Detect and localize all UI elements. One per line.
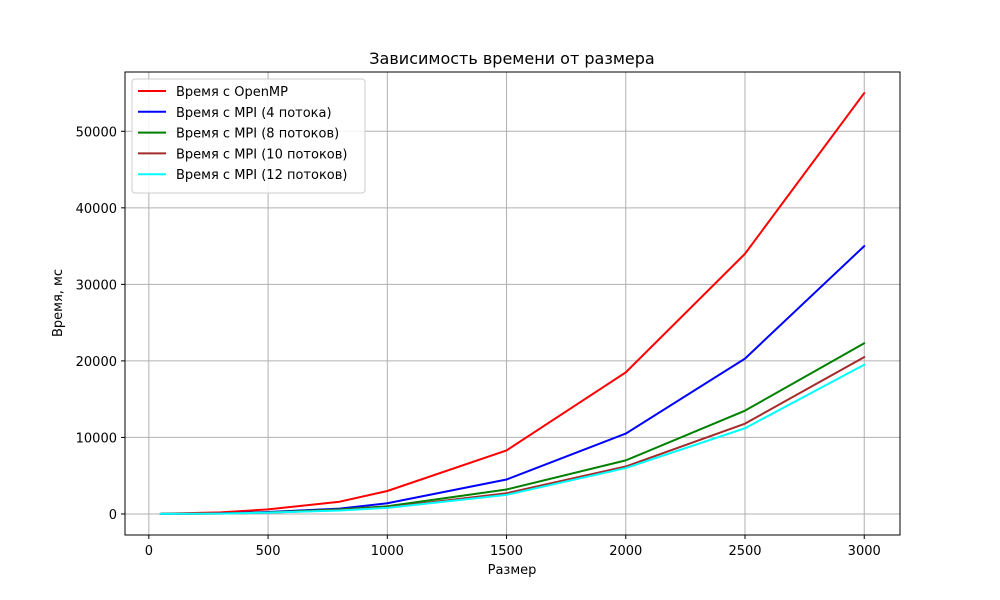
x-tick-label: 3000 — [848, 544, 881, 559]
legend-box — [131, 78, 366, 194]
legend-label: Время с MPI (12 потоков) — [176, 168, 348, 183]
y-tick-label: 20000 — [76, 355, 117, 370]
x-tick-label: 2500 — [728, 544, 761, 559]
legend-label: Время с OpenMP — [176, 85, 288, 100]
y-tick-label: 10000 — [76, 431, 117, 446]
x-axis-label: Размер — [488, 563, 537, 578]
series-line-1 — [159, 92, 866, 515]
x-tick-label: 500 — [256, 544, 281, 559]
legend-label: Время с MPI (8 потоков) — [176, 127, 339, 142]
series-line-5 — [159, 363, 866, 515]
legend-label: Время с MPI (4 потока) — [176, 106, 332, 121]
y-tick-label: 30000 — [76, 278, 117, 293]
x-tick-label: 0 — [145, 544, 153, 559]
chart-title: Зависимость времени от размера — [369, 49, 654, 68]
y-axis-label: Время, мс — [51, 269, 66, 337]
legend: Время с OpenMP Время с MPI (4 потока) Врем… — [131, 78, 366, 194]
axis-ticks: 0 500 1000 1500 2000 2500 30000100002000030000… — [76, 125, 881, 559]
y-tick-label: 40000 — [76, 202, 117, 217]
y-tick-label: 0 — [109, 508, 117, 523]
grid — [125, 72, 900, 535]
x-tick-label: 2000 — [609, 544, 642, 559]
legend-label: Время с MPI (10 потоков) — [176, 147, 348, 162]
plot-frame — [124, 71, 901, 536]
x-tick-label: 1500 — [490, 544, 523, 559]
x-tick-label: 1000 — [371, 544, 404, 559]
y-tick-label: 50000 — [76, 125, 117, 140]
series-lines — [159, 92, 866, 515]
